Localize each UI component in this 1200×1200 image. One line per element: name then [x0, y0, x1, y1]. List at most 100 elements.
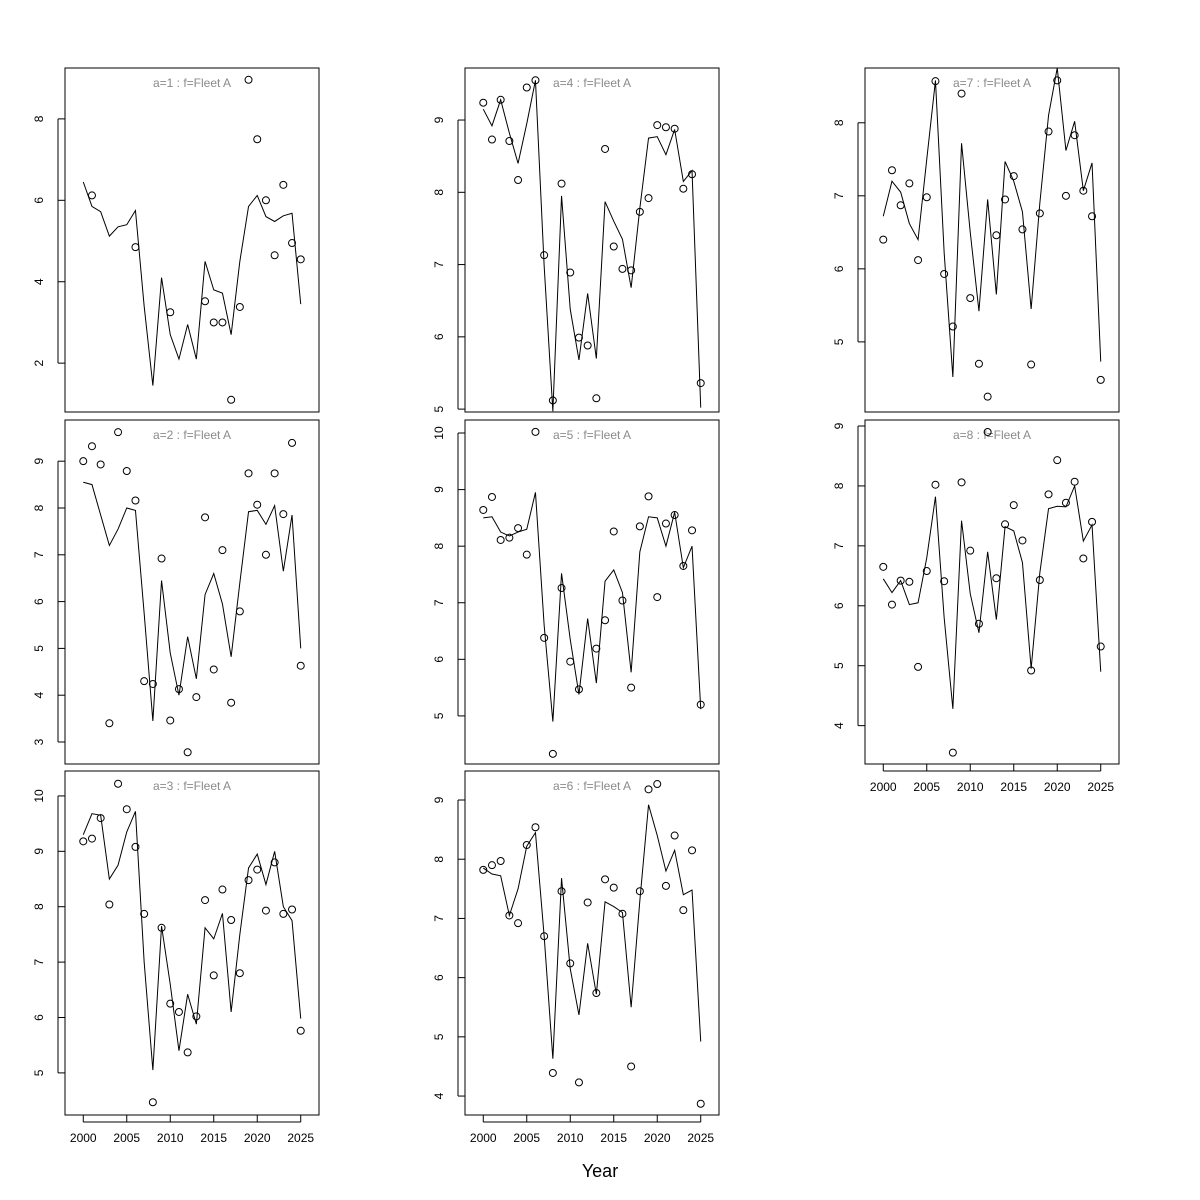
observed-point — [627, 683, 636, 692]
y-tick-label: 6 — [432, 656, 446, 663]
observed-point — [487, 492, 496, 501]
y-tick-label: 5 — [32, 645, 46, 652]
y-tick-label: 9 — [432, 116, 446, 123]
observed-point — [105, 719, 114, 728]
panel-frame — [64, 67, 320, 413]
observed-point — [131, 842, 140, 851]
y-tick-label: 10 — [432, 426, 446, 440]
y-tick-label: 3 — [32, 738, 46, 745]
observed-point — [679, 184, 688, 193]
fitted-line — [482, 80, 702, 412]
observed-point — [183, 1048, 192, 1057]
x-axis-label: Year — [582, 1161, 618, 1181]
observed-point — [244, 75, 253, 84]
observed-point — [661, 123, 670, 132]
y-tick-label: 5 — [832, 662, 846, 669]
y-tick-label: 7 — [432, 261, 446, 268]
observed-point — [609, 242, 618, 251]
fitted-line — [882, 67, 1102, 377]
x-tick-label: 2005 — [513, 1131, 540, 1145]
panel-frame — [64, 770, 320, 1116]
observed-point — [87, 834, 96, 843]
observed-point — [548, 1068, 557, 1077]
observed-point — [574, 1078, 583, 1087]
observed-point — [653, 121, 662, 130]
observed-point — [227, 698, 236, 707]
y-tick-label: 6 — [832, 265, 846, 272]
panel-frame — [464, 770, 720, 1116]
observed-point — [670, 831, 679, 840]
observed-point — [166, 716, 175, 725]
observed-point — [79, 837, 88, 846]
observed-point — [566, 268, 575, 277]
observed-point — [253, 500, 262, 509]
observed-point — [183, 748, 192, 757]
observed-point — [531, 427, 540, 436]
observed-point — [966, 546, 975, 555]
observed-point — [679, 561, 688, 570]
observed-point — [192, 693, 201, 702]
y-tick-label: 8 — [832, 482, 846, 489]
observed-point — [583, 341, 592, 350]
observed-point — [514, 176, 523, 185]
observed-point — [688, 846, 697, 855]
y-tick-label: 4 — [432, 1092, 446, 1099]
y-tick-label: 9 — [832, 422, 846, 429]
y-tick-label: 9 — [432, 796, 446, 803]
observed-point — [157, 554, 166, 563]
observed-point — [296, 255, 305, 264]
panel-title: a=1 : f=Fleet A — [153, 76, 231, 90]
observed-point — [201, 513, 210, 522]
x-tick-label: 2020 — [244, 1131, 271, 1145]
observed-point — [1070, 131, 1079, 140]
observed-point — [940, 577, 949, 586]
y-tick-label: 2 — [32, 359, 46, 366]
y-tick-label: 7 — [432, 599, 446, 606]
observed-point — [505, 911, 514, 920]
observed-point — [679, 906, 688, 915]
observed-point — [644, 492, 653, 501]
observed-point — [974, 619, 983, 628]
x-tick-label: 2015 — [200, 1131, 227, 1145]
observed-point — [166, 999, 175, 1008]
y-tick-label: 7 — [832, 192, 846, 199]
observed-point — [87, 442, 96, 451]
panel-title: a=3 : f=Fleet A — [153, 779, 231, 793]
observed-point — [122, 805, 131, 814]
y-tick-label: 7 — [32, 551, 46, 558]
observed-point — [218, 318, 227, 327]
observed-point — [279, 180, 288, 189]
x-tick-label: 2015 — [600, 1131, 627, 1145]
observed-point — [931, 480, 940, 489]
observed-point — [235, 969, 244, 978]
panel-frame — [864, 419, 1120, 765]
observed-point — [1035, 209, 1044, 218]
y-tick-label: 7 — [32, 958, 46, 965]
x-tick-label: 2000 — [70, 1131, 97, 1145]
observed-point — [288, 438, 297, 447]
panel-title: a=6 : f=Fleet A — [553, 779, 631, 793]
observed-point — [670, 511, 679, 520]
y-tick-label: 10 — [32, 789, 46, 803]
observed-point — [253, 135, 262, 144]
panel-frame — [864, 67, 1120, 413]
observed-point — [227, 916, 236, 925]
observed-point — [879, 562, 888, 571]
observed-point — [96, 460, 105, 469]
fitted-line — [882, 484, 1102, 709]
observed-point — [557, 179, 566, 188]
observed-point — [696, 1099, 705, 1108]
fitted-line — [82, 811, 302, 1071]
x-tick-label: 2000 — [470, 1131, 497, 1145]
panel-frame — [464, 67, 720, 413]
observed-point — [140, 909, 149, 918]
x-tick-label: 2025 — [687, 1131, 714, 1145]
observed-point — [114, 428, 123, 437]
observed-point — [635, 887, 644, 896]
observed-point — [887, 600, 896, 609]
y-tick-label: 8 — [432, 189, 446, 196]
observed-point — [540, 633, 549, 642]
y-tick-label: 5 — [432, 1033, 446, 1040]
panel-title: a=8 : f=Fleet A — [953, 428, 1031, 442]
observed-point — [1096, 642, 1105, 651]
